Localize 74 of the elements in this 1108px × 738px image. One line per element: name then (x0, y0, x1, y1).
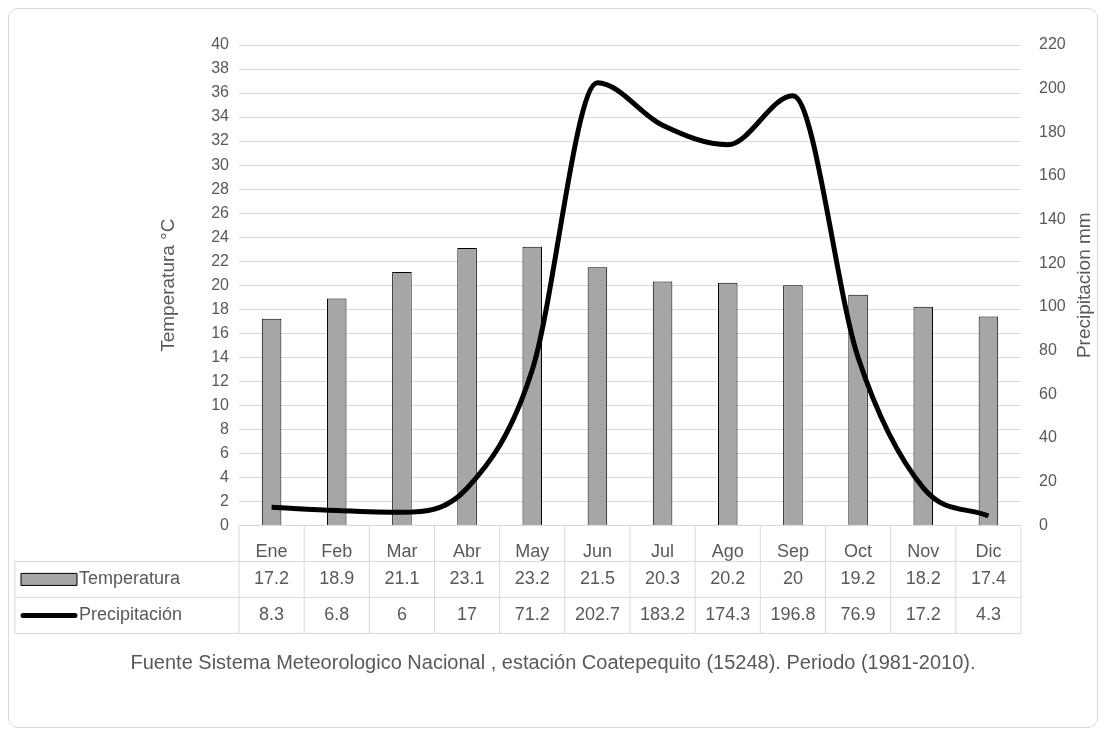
y2-tick-label: 100 (1039, 297, 1066, 315)
y-tick-label: 2 (220, 491, 230, 509)
y-tick-label: 40 (211, 35, 230, 53)
legend-label: Precipitación (79, 604, 183, 625)
y-tick-label: 30 (211, 155, 230, 173)
y-tick-label: 12 (211, 371, 230, 389)
y-tick-label: 34 (211, 107, 230, 125)
data-label: 20.3 (645, 568, 681, 589)
y2-tick-label: 220 (1039, 35, 1066, 53)
data-label: 196.8 (770, 604, 816, 625)
y-tick-label: 18 (211, 299, 230, 317)
data-label: 18.9 (319, 568, 355, 589)
y2-axis-title: Precipitacion mm (1073, 212, 1095, 359)
y2-tick-label: 140 (1039, 210, 1066, 228)
y-tick-label: 26 (211, 203, 230, 221)
x-tick-label: Feb (321, 541, 353, 562)
data-label: 20 (782, 568, 803, 589)
y2-tick-label: 120 (1039, 253, 1066, 271)
data-label: 76.9 (840, 604, 876, 625)
data-label: 23.2 (514, 568, 550, 589)
data-label: 17.2 (905, 604, 941, 625)
data-label: 18.2 (905, 568, 941, 589)
data-label: 17 (457, 604, 478, 625)
source-note: Fuente Sistema Meteorologico Nacional , estación Coatepequito (15248). Periodo (1981-2010). (129, 650, 977, 675)
y-tick-label: 20 (211, 275, 230, 293)
y2-tick-label: 80 (1039, 341, 1057, 359)
y2-tick-label: 180 (1039, 122, 1066, 140)
y-tick-label: 24 (211, 227, 230, 245)
y2-tick-label: 40 (1039, 428, 1057, 446)
y-tick-label: 36 (211, 83, 230, 101)
x-tick-label: Mar (386, 541, 418, 562)
data-label: 20.2 (710, 568, 746, 589)
data-label: 19.2 (840, 568, 876, 589)
y-tick-label: 0 (220, 515, 230, 533)
data-label: 21.1 (384, 568, 420, 589)
x-tick-label: Oct (844, 541, 873, 562)
data-label: 23.1 (449, 568, 485, 589)
y2-tick-label: 0 (1039, 515, 1048, 533)
y2-tick-label: 20 (1039, 472, 1057, 490)
y-tick-label: 38 (211, 59, 230, 77)
data-label: 202.7 (574, 604, 620, 625)
x-tick-label: Dic (975, 541, 1002, 562)
data-label: 8.3 (259, 604, 285, 625)
legend-label: Temperatura (79, 568, 182, 589)
data-label: 183.2 (640, 604, 686, 625)
data-label: 4.3 (975, 604, 1001, 625)
y-tick-label: 14 (211, 347, 230, 365)
data-label: 71.2 (514, 604, 550, 625)
data-label: 6.8 (324, 604, 350, 625)
y-tick-label: 28 (211, 179, 230, 197)
y-tick-label: 16 (211, 323, 230, 341)
y-tick-label: 6 (220, 443, 230, 461)
x-tick-label: Jul (651, 541, 675, 562)
y2-tick-label: 60 (1039, 384, 1057, 402)
x-tick-label: May (515, 541, 550, 562)
y-tick-label: 4 (220, 467, 230, 485)
x-tick-label: Abr (453, 541, 482, 562)
y2-tick-label: 200 (1039, 79, 1066, 97)
data-label: 17.2 (254, 568, 290, 589)
y-axis-title: Temperatura °C (157, 218, 179, 352)
y-tick-label: 22 (211, 251, 230, 269)
x-tick-label: Sep (776, 541, 809, 562)
y-tick-label: 8 (220, 419, 230, 437)
x-tick-label: Ene (255, 541, 288, 562)
y-tick-label: 10 (211, 395, 230, 413)
x-tick-label: Ago (711, 541, 744, 562)
y2-tick-label: 160 (1039, 166, 1066, 184)
data-label: 17.4 (970, 568, 1006, 589)
data-label: 174.3 (705, 604, 751, 625)
data-label: 6 (396, 604, 407, 625)
x-tick-label: Jun (582, 541, 612, 562)
x-tick-label: Nov (907, 541, 940, 562)
y-tick-label: 32 (211, 131, 230, 149)
data-label: 21.5 (579, 568, 615, 589)
